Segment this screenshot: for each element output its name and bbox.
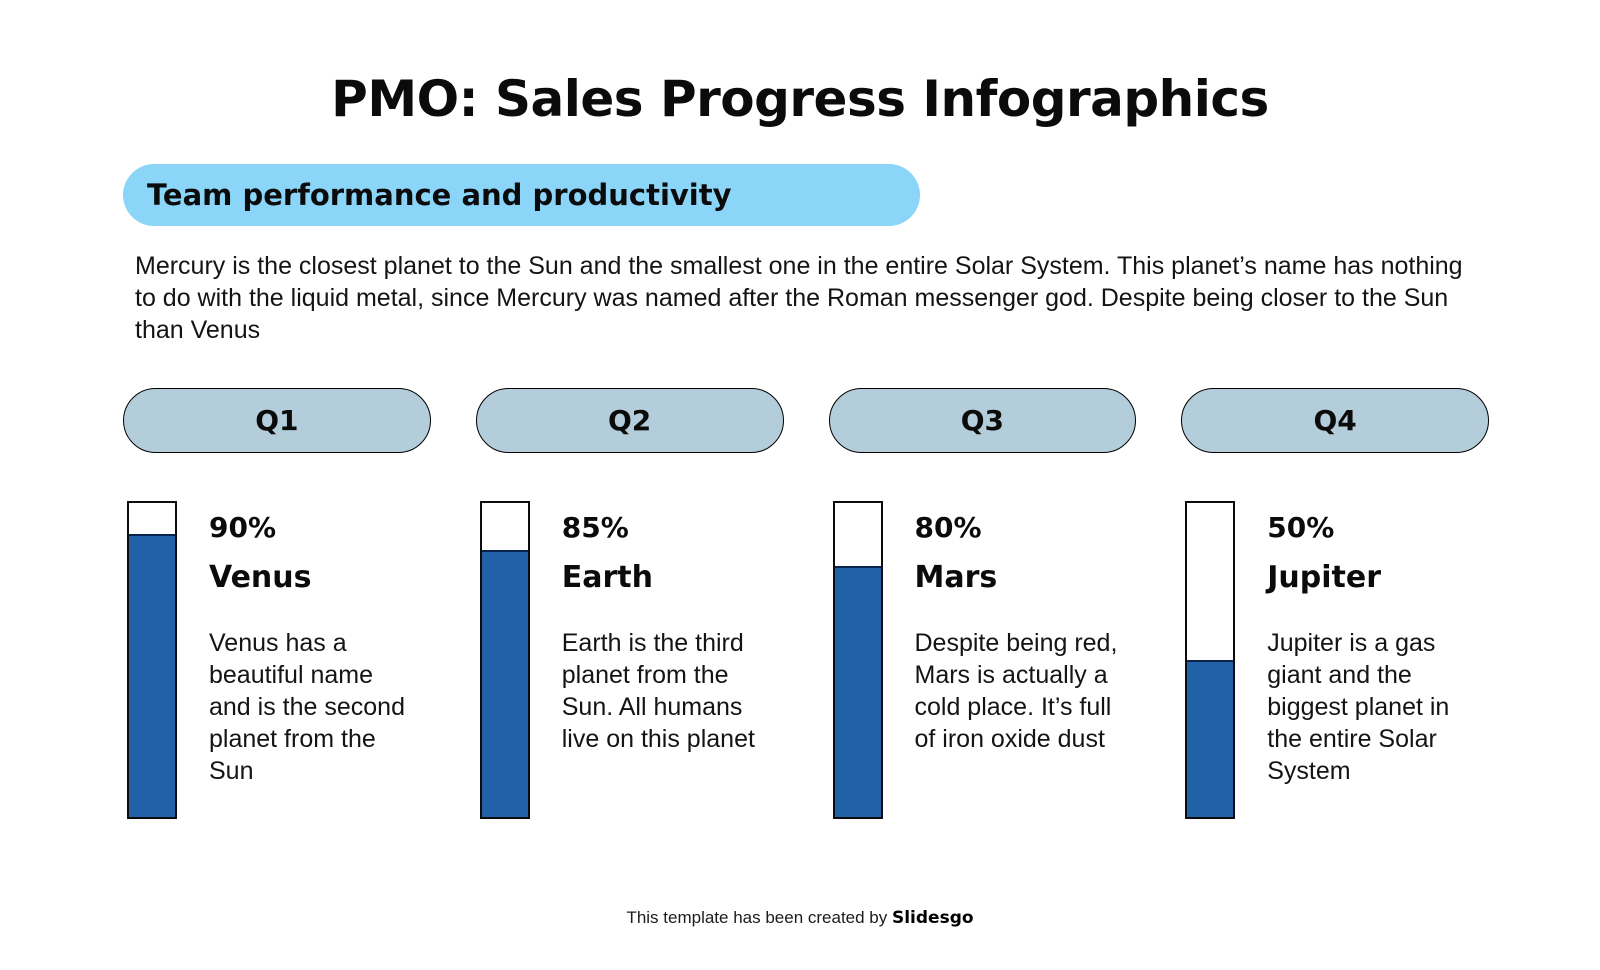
quarter-body: 85% Earth Earth is the third planet from… (476, 501, 784, 819)
quarter-column-q2: Q2 85% Earth Earth is the third planet f… (475, 388, 784, 819)
progress-bar-fill-q3 (834, 565, 881, 817)
progress-bar-q4 (1185, 501, 1236, 819)
percent-value-q4: 50% (1267, 511, 1335, 544)
quarter-pill-q3: Q3 (828, 388, 1137, 453)
footer-credit: This template has been created by Slides… (0, 908, 1600, 928)
planet-name-q4: Jupiter (1267, 560, 1382, 595)
subtitle-pill: Team performance and productivity (123, 164, 920, 226)
footer-credit-text: This template has been created by (626, 908, 892, 927)
progress-bar-q2 (479, 501, 530, 819)
progress-bar-q3 (832, 501, 883, 819)
quarter-text-block: 90% Venus Venus has a beautiful name and… (209, 501, 421, 819)
quarter-label: Q2 (607, 404, 652, 437)
quarters-row: Q1 90% Venus Venus has a beautiful name … (123, 388, 1489, 819)
planet-description-q3: Despite being red, Mars is actually a co… (914, 629, 1118, 753)
quarter-text-block: 50% Jupiter Jupiter is a gas giant and t… (1267, 501, 1479, 819)
footer-brand: Slidesgo (891, 908, 974, 928)
progress-bar-fill-q4 (1187, 660, 1234, 817)
planet-name-q3: Mars (914, 560, 998, 595)
percent-value-q2: 85% (561, 511, 629, 544)
planet-description-q2: Earth is the third planet from the Sun. … (561, 629, 755, 753)
intro-paragraph: Mercury is the closest planet to the Sun… (135, 252, 1463, 344)
planet-name-q2: Earth (561, 560, 653, 595)
quarter-text-block: 80% Mars Despite being red, Mars is actu… (915, 501, 1127, 819)
quarter-text-block: 85% Earth Earth is the third planet from… (562, 501, 774, 819)
quarter-pill-q4: Q4 (1181, 388, 1489, 453)
quarter-body: 80% Mars Despite being red, Mars is actu… (829, 501, 1137, 819)
slide: PMO: Sales Progress Infographics Team pe… (0, 70, 1600, 970)
percent-value-q1: 90% (209, 511, 277, 544)
subtitle-text: Team performance and productivity (147, 178, 732, 212)
quarter-pill-q2: Q2 (475, 388, 784, 453)
planet-name-q1: Venus (209, 560, 312, 595)
quarter-column-q3: Q3 80% Mars Despite being red, Mars is a… (828, 388, 1137, 819)
quarter-column-q1: Q1 90% Venus Venus has a beautiful name … (123, 388, 431, 819)
quarter-column-q4: Q4 50% Jupiter Jupiter is a gas giant an… (1181, 388, 1489, 819)
planet-description-q1: Venus has a beautiful name and is the se… (209, 629, 405, 785)
progress-bar-fill-q2 (481, 550, 528, 817)
quarter-label: Q3 (960, 404, 1005, 437)
progress-bar-fill-q1 (129, 534, 175, 817)
quarter-body: 50% Jupiter Jupiter is a gas giant and t… (1181, 501, 1489, 819)
progress-bar-q1 (127, 501, 177, 819)
quarter-body: 90% Venus Venus has a beautiful name and… (123, 501, 431, 819)
percent-value-q3: 80% (914, 511, 982, 544)
quarter-pill-q1: Q1 (123, 388, 431, 453)
slide-title: PMO: Sales Progress Infographics (331, 70, 1269, 128)
quarter-label: Q4 (1313, 404, 1357, 437)
planet-description-q4: Jupiter is a gas giant and the biggest p… (1267, 629, 1450, 785)
quarter-label: Q1 (255, 404, 299, 437)
